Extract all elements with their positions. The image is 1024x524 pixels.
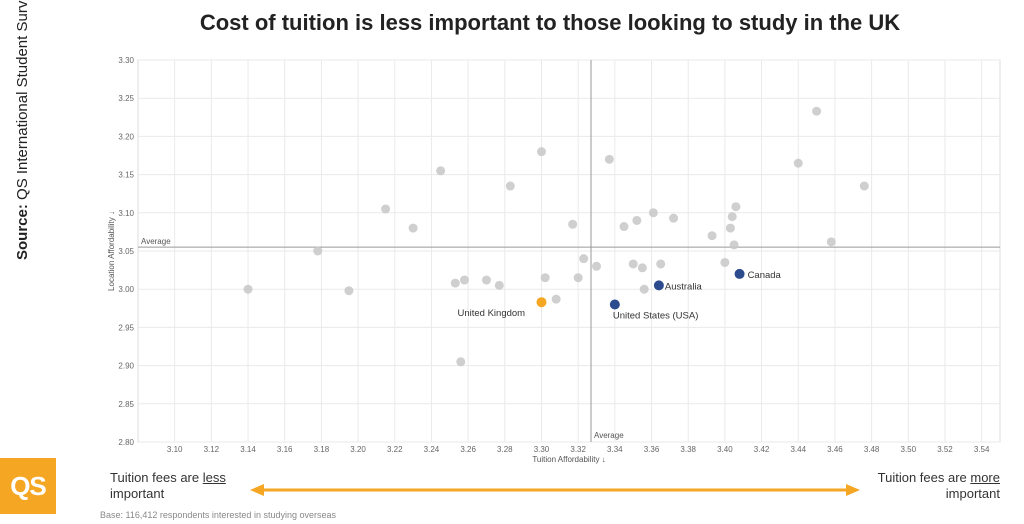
svg-text:3.15: 3.15 <box>118 171 134 180</box>
data-point <box>451 279 460 288</box>
svg-text:3.28: 3.28 <box>497 445 513 454</box>
data-point <box>812 107 821 116</box>
data-point <box>632 216 641 225</box>
svg-text:3.20: 3.20 <box>350 445 366 454</box>
data-point <box>708 231 717 240</box>
svg-text:3.14: 3.14 <box>240 445 256 454</box>
qs-logo-text: QS <box>10 471 46 502</box>
data-point <box>731 202 740 211</box>
data-point <box>860 182 869 191</box>
svg-text:Tuition Affordability ↓: Tuition Affordability ↓ <box>532 455 605 464</box>
data-point <box>638 263 647 272</box>
data-point <box>649 208 658 217</box>
data-point <box>568 220 577 229</box>
svg-text:3.54: 3.54 <box>974 445 990 454</box>
svg-text:3.05: 3.05 <box>118 247 134 256</box>
tuition-axis-arrow: Tuition fees are less important Tuition … <box>110 470 1010 510</box>
data-point <box>482 276 491 285</box>
data-point <box>541 273 550 282</box>
source-label: Source: QS International Student Survey <box>14 0 31 260</box>
arrow-label-left: Tuition fees are less important <box>110 470 250 503</box>
svg-text:3.46: 3.46 <box>827 445 843 454</box>
svg-text:3.48: 3.48 <box>864 445 880 454</box>
data-point <box>460 276 469 285</box>
data-point <box>592 262 601 271</box>
data-point <box>579 254 588 263</box>
arrow-label-right: Tuition fees are more important <box>860 470 1000 503</box>
svg-text:Average: Average <box>594 431 624 440</box>
data-point <box>794 159 803 168</box>
point-label: Canada <box>748 270 782 281</box>
data-point <box>244 285 253 294</box>
svg-text:3.44: 3.44 <box>790 445 806 454</box>
data-point <box>381 204 390 213</box>
data-point <box>726 224 735 233</box>
svg-text:3.10: 3.10 <box>118 209 134 218</box>
data-point <box>640 285 649 294</box>
svg-text:3.25: 3.25 <box>118 94 134 103</box>
data-point <box>436 166 445 175</box>
data-point <box>537 147 546 156</box>
svg-text:3.16: 3.16 <box>277 445 293 454</box>
svg-text:3.24: 3.24 <box>424 445 440 454</box>
point-label: Australia <box>665 281 703 292</box>
source-prefix: Source: <box>14 204 31 260</box>
data-point <box>344 286 353 295</box>
svg-text:3.36: 3.36 <box>644 445 660 454</box>
svg-text:3.22: 3.22 <box>387 445 403 454</box>
highlight-point <box>610 299 620 309</box>
data-point <box>506 182 515 191</box>
data-point <box>605 155 614 164</box>
data-point <box>720 258 729 267</box>
svg-text:3.50: 3.50 <box>901 445 917 454</box>
svg-text:2.85: 2.85 <box>118 400 134 409</box>
qs-logo: QS <box>0 458 56 514</box>
data-point <box>669 214 678 223</box>
data-point <box>656 259 665 268</box>
svg-text:3.40: 3.40 <box>717 445 733 454</box>
data-point <box>620 222 629 231</box>
svg-text:Average: Average <box>141 237 171 246</box>
svg-text:3.18: 3.18 <box>314 445 330 454</box>
point-label: United Kingdom <box>457 308 525 319</box>
data-point <box>728 212 737 221</box>
svg-text:3.32: 3.32 <box>570 445 586 454</box>
svg-text:3.10: 3.10 <box>167 445 183 454</box>
svg-text:3.20: 3.20 <box>118 132 134 141</box>
page-title: Cost of tuition is less important to tho… <box>100 10 1000 36</box>
double-arrow-icon <box>250 482 860 498</box>
svg-text:2.90: 2.90 <box>118 362 134 371</box>
svg-text:3.30: 3.30 <box>534 445 550 454</box>
highlight-point <box>654 280 664 290</box>
data-point <box>730 240 739 249</box>
data-point <box>456 357 465 366</box>
data-point <box>409 224 418 233</box>
data-point <box>629 259 638 268</box>
data-point <box>495 281 504 290</box>
highlight-point <box>536 297 546 307</box>
point-label: United States (USA) <box>613 310 699 321</box>
svg-text:3.38: 3.38 <box>680 445 696 454</box>
data-point <box>552 295 561 304</box>
svg-text:3.52: 3.52 <box>937 445 953 454</box>
svg-text:3.12: 3.12 <box>204 445 220 454</box>
data-point <box>313 247 322 256</box>
highlight-point <box>735 269 745 279</box>
data-point <box>827 237 836 246</box>
source-value: QS International Student Survey <box>14 0 31 200</box>
scatter-chart: 3.10 3.12 3.14 3.16 3.18 3.20 3.22 3.24 3.26 3.28… <box>100 50 1010 470</box>
svg-text:3.00: 3.00 <box>118 285 134 294</box>
svg-text:3.34: 3.34 <box>607 445 623 454</box>
data-point <box>574 273 583 282</box>
svg-text:Location Affordability ↓: Location Affordability ↓ <box>107 211 116 291</box>
footer-note: Base: 116,412 respondents interested in … <box>100 510 336 520</box>
svg-text:3.30: 3.30 <box>118 56 134 65</box>
svg-text:2.95: 2.95 <box>118 323 134 332</box>
svg-text:2.80: 2.80 <box>118 438 134 447</box>
svg-text:3.26: 3.26 <box>460 445 476 454</box>
svg-text:3.42: 3.42 <box>754 445 770 454</box>
